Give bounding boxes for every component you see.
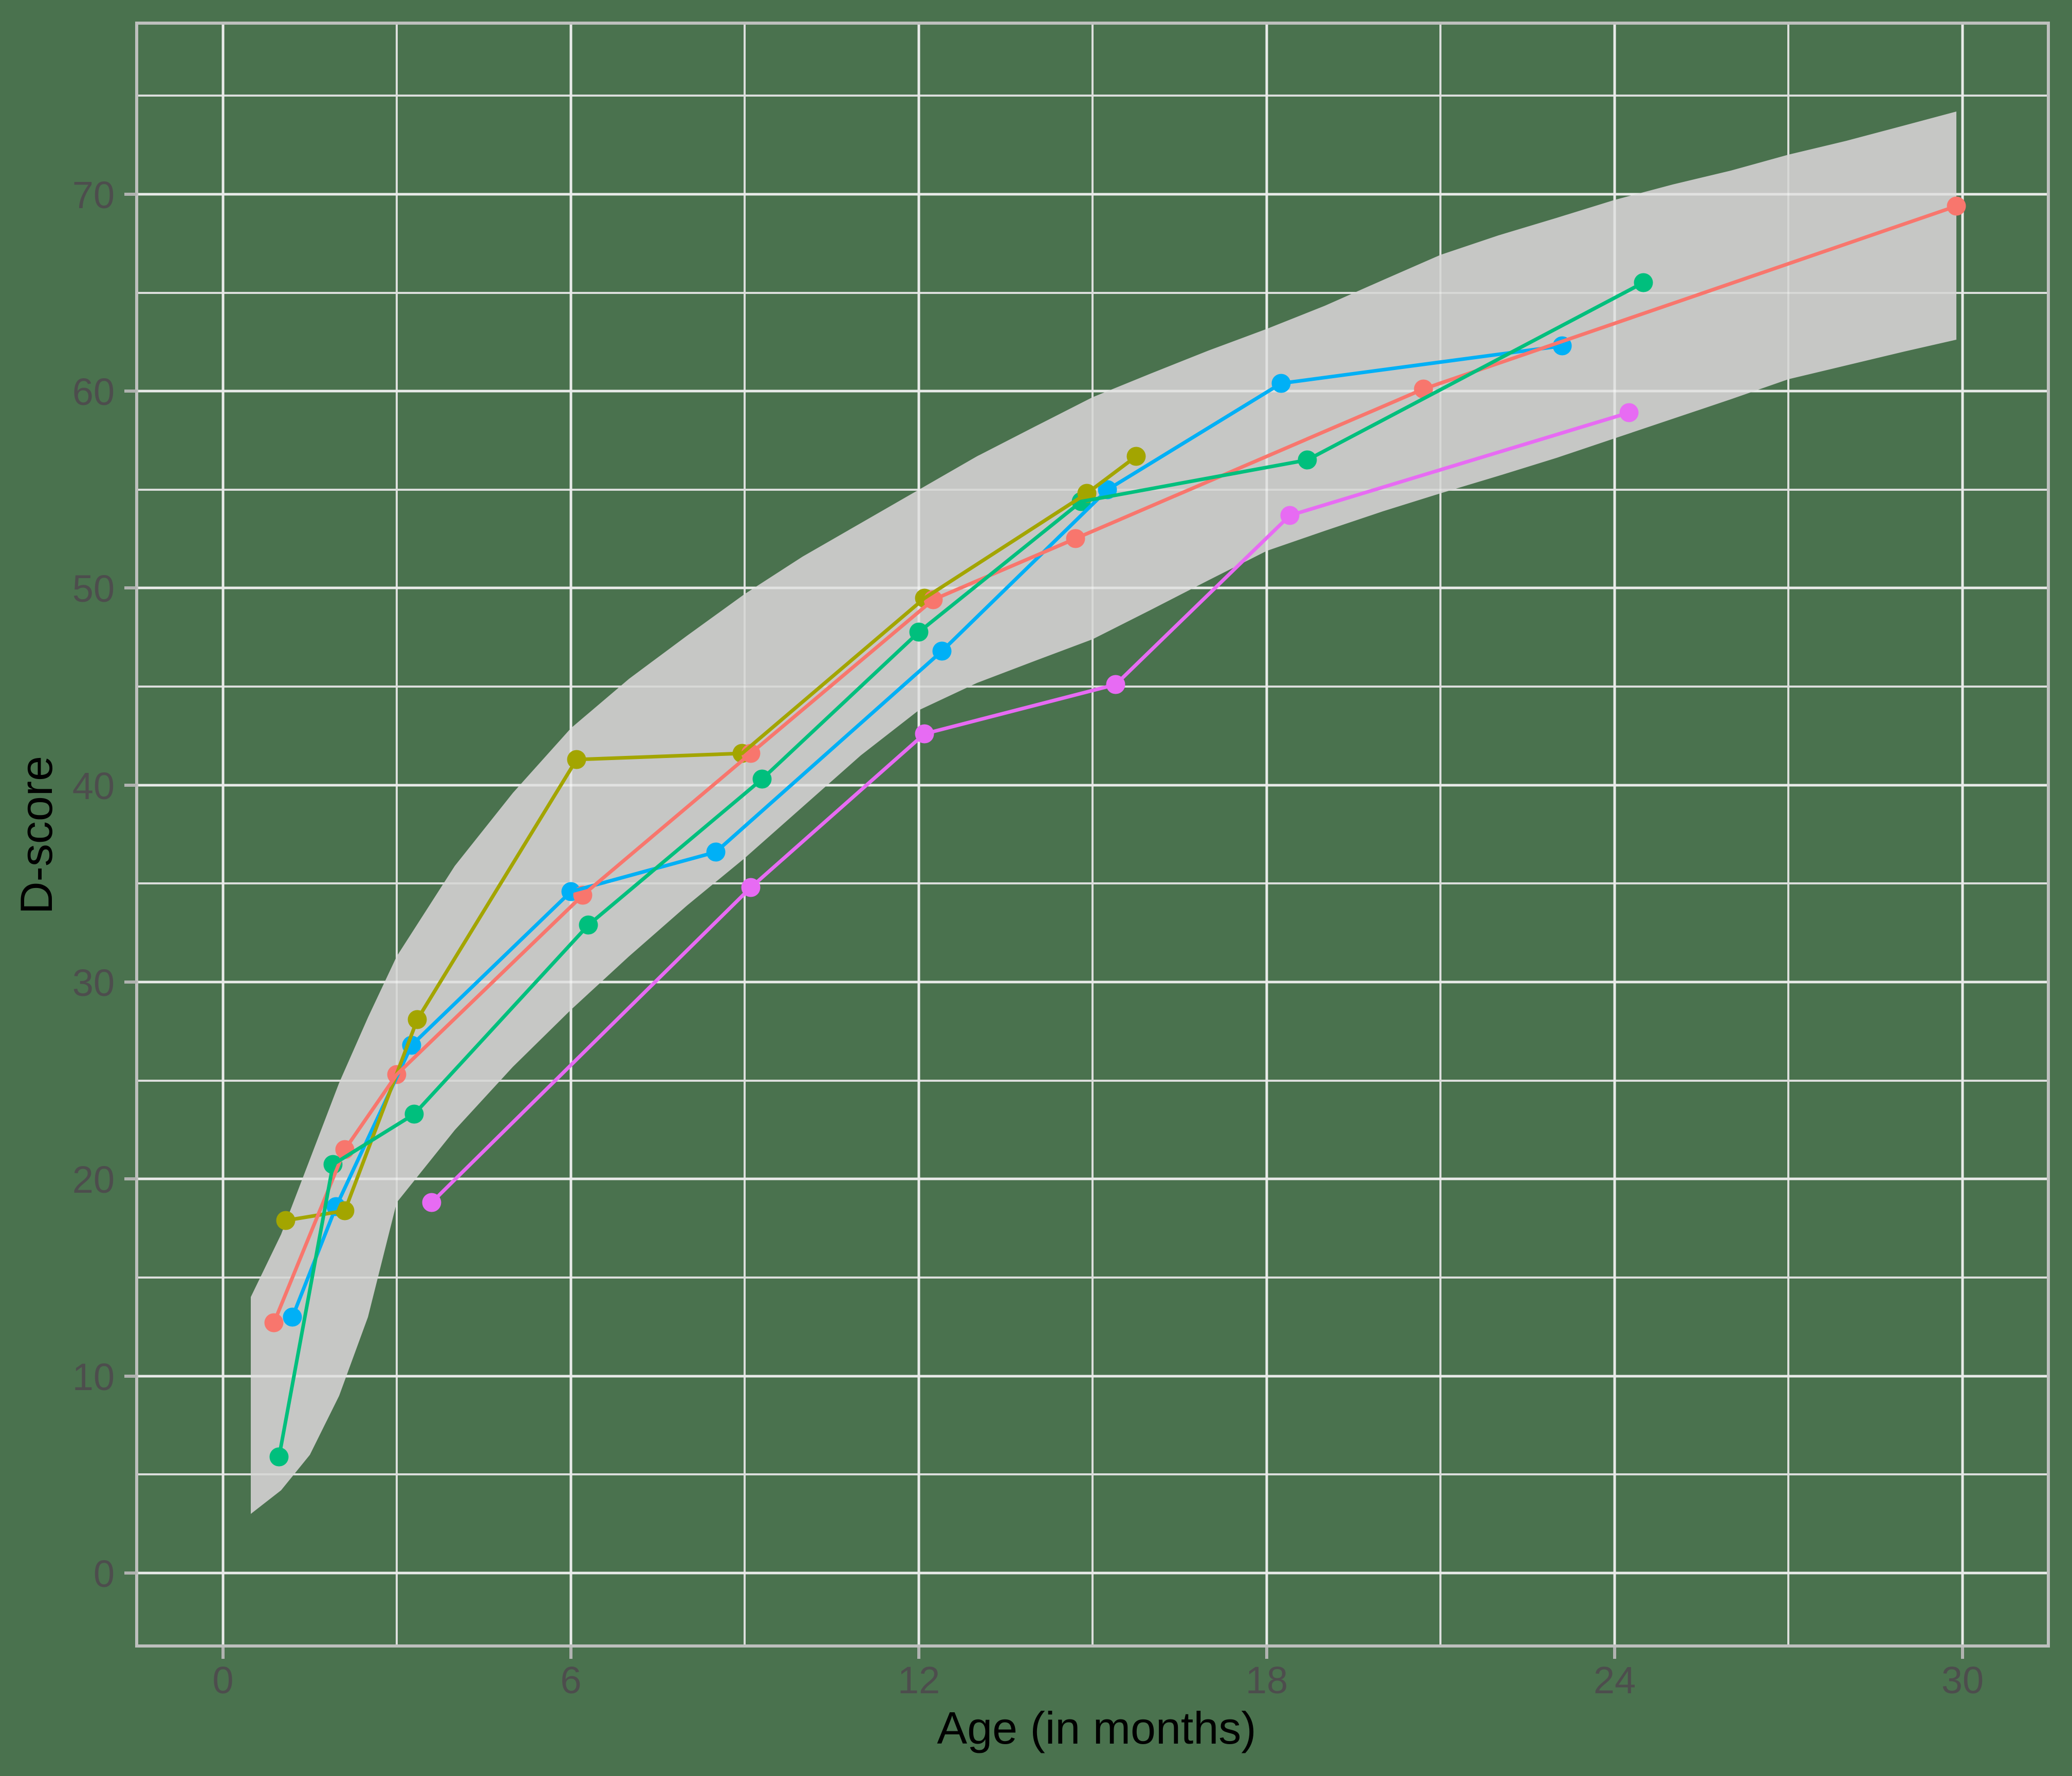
svg-text:30: 30 — [72, 961, 115, 1004]
svg-text:Age (in months): Age (in months) — [937, 1703, 1256, 1753]
svg-text:30: 30 — [1941, 1659, 1984, 1701]
svg-text:50: 50 — [72, 567, 115, 610]
svg-text:0: 0 — [94, 1552, 115, 1595]
svg-text:20: 20 — [72, 1158, 115, 1201]
svg-text:24: 24 — [1594, 1659, 1636, 1701]
svg-text:10: 10 — [72, 1356, 115, 1398]
svg-text:40: 40 — [72, 765, 115, 807]
svg-text:6: 6 — [560, 1659, 581, 1701]
svg-text:0: 0 — [212, 1659, 233, 1701]
svg-text:12: 12 — [898, 1659, 940, 1701]
svg-text:70: 70 — [72, 174, 115, 216]
svg-text:18: 18 — [1246, 1659, 1288, 1701]
svg-text:60: 60 — [72, 371, 115, 413]
svg-text:D-score: D-score — [11, 756, 62, 914]
